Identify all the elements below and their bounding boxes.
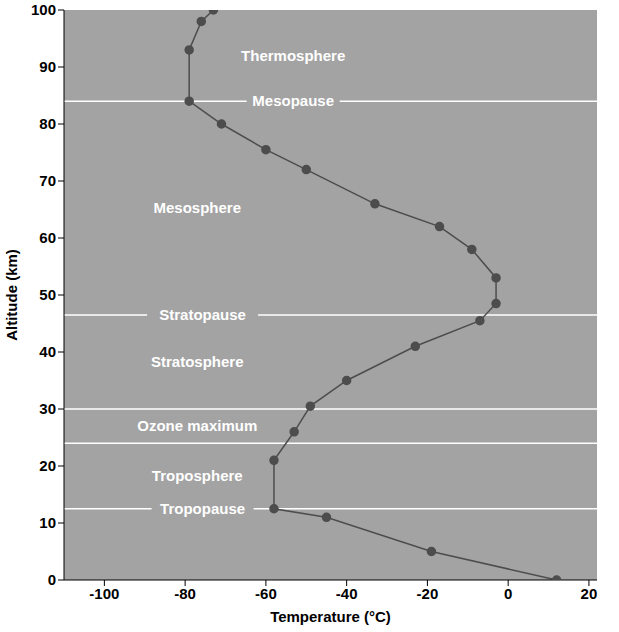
svg-text:-40: -40 (336, 585, 358, 602)
svg-text:Altitude (km): Altitude (km) (3, 249, 20, 341)
svg-text:Stratosphere: Stratosphere (151, 353, 244, 370)
svg-text:50: 50 (39, 286, 56, 303)
svg-text:-20: -20 (417, 585, 439, 602)
svg-text:Ozone maximum: Ozone maximum (137, 417, 257, 434)
svg-text:30: 30 (39, 400, 56, 417)
svg-text:60: 60 (39, 229, 56, 246)
svg-text:20: 20 (581, 585, 598, 602)
svg-text:20: 20 (39, 457, 56, 474)
svg-text:80: 80 (39, 115, 56, 132)
svg-text:0: 0 (48, 571, 56, 588)
svg-text:Temperature (°C): Temperature (°C) (270, 608, 391, 625)
svg-text:-100: -100 (89, 585, 119, 602)
svg-text:Tropopause: Tropopause (160, 500, 245, 517)
svg-text:Mesosphere: Mesosphere (153, 199, 241, 216)
svg-text:Thermosphere: Thermosphere (241, 47, 345, 64)
svg-text:Stratopause: Stratopause (159, 306, 246, 323)
svg-text:90: 90 (39, 58, 56, 75)
svg-text:Mesopause: Mesopause (252, 92, 334, 109)
svg-text:0: 0 (504, 585, 512, 602)
svg-text:10: 10 (39, 514, 56, 531)
svg-text:-80: -80 (174, 585, 196, 602)
svg-text:-60: -60 (255, 585, 277, 602)
svg-text:40: 40 (39, 343, 56, 360)
svg-text:70: 70 (39, 172, 56, 189)
svg-text:100: 100 (31, 1, 56, 18)
svg-text:Troposphere: Troposphere (152, 467, 243, 484)
